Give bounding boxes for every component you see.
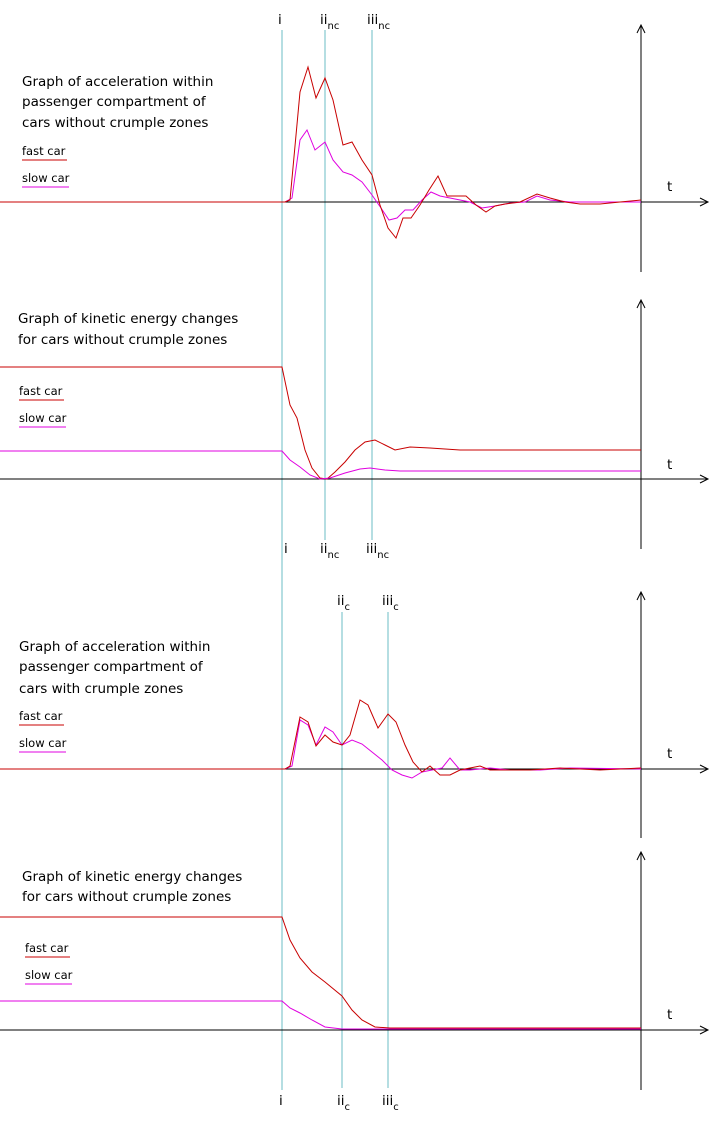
graph-title: passenger compartment of [22, 94, 207, 110]
marker-sub: nc [328, 21, 340, 32]
marker-main: ii [337, 593, 345, 609]
marker-main: i [279, 1093, 283, 1109]
marker-main: i [284, 541, 288, 557]
graph-title: passenger compartment of [19, 659, 204, 675]
axis-label: t [667, 746, 672, 762]
slow-curve [0, 1000, 641, 1030]
axis-label: t [667, 457, 672, 473]
slow-curve [284, 128, 641, 221]
marker-label: i [279, 1093, 283, 1109]
legend-label: slow car [25, 968, 73, 982]
marker-main: iii [382, 593, 393, 609]
legend-label: fast car [19, 384, 63, 398]
fast-curve [0, 366, 641, 480]
graph-title: Graph of acceleration within [19, 639, 210, 655]
axis-label: t [667, 179, 672, 195]
axes [0, 590, 710, 838]
marker-label: iinc [320, 12, 339, 32]
marker-sub: nc [378, 21, 390, 32]
marker-sub: c [345, 1102, 351, 1113]
axis-label: t [667, 1007, 672, 1023]
marker-label: iic [337, 1093, 350, 1113]
graph-title: for cars without crumple zones [22, 889, 231, 905]
fast-curve [0, 699, 642, 776]
marker-label: i [284, 541, 288, 557]
graph: Graph of acceleration within passenger c… [0, 23, 710, 272]
legend-label: fast car [19, 709, 63, 723]
marker-main: ii [337, 1093, 345, 1109]
marker-main: i [278, 12, 282, 28]
fast-curve [0, 916, 641, 1029]
marker-label: iiic [382, 593, 399, 613]
marker-main: iii [367, 12, 378, 28]
marker-sub: c [393, 602, 399, 613]
legend-label: slow car [19, 736, 67, 750]
axes [0, 23, 710, 272]
marker-label: i [278, 12, 282, 28]
marker-sub: c [345, 602, 351, 613]
axes [0, 298, 710, 549]
graph-title: Graph of kinetic energy changes [22, 869, 242, 885]
marker-main: ii [320, 12, 328, 28]
marker-label: iiinc [366, 541, 389, 561]
marker-main: iii [366, 541, 377, 557]
graph-title: Graph of kinetic energy changes [18, 311, 238, 327]
legend-label: slow car [19, 411, 67, 425]
legend-label: fast car [25, 941, 69, 955]
marker-label: iiic [382, 1093, 399, 1113]
marker-main: iii [382, 1093, 393, 1109]
graph-title: Graph of acceleration within [22, 74, 213, 90]
axes [0, 850, 710, 1090]
fast-curve [0, 65, 642, 240]
graph-title: for cars without crumple zones [18, 332, 227, 348]
graph: Graph of kinetic energy changes for cars… [0, 298, 710, 549]
marker-label: iiinc [367, 12, 390, 32]
graph: Graph of acceleration within passenger c… [0, 590, 710, 838]
marker-sub: nc [377, 550, 389, 561]
slow-curve [0, 450, 641, 480]
graph-title: cars without crumple zones [22, 115, 208, 131]
legend-label: slow car [22, 171, 70, 185]
marker-main: ii [320, 541, 328, 557]
marker-label: iinc [320, 541, 339, 561]
marker-sub: nc [328, 550, 340, 561]
legend-label: fast car [22, 144, 66, 158]
graph-title: cars with crumple zones [19, 681, 183, 697]
graph: Graph of kinetic energy changes for cars… [0, 850, 710, 1090]
marker-label: iic [337, 593, 350, 613]
marker-sub: c [393, 1102, 399, 1113]
